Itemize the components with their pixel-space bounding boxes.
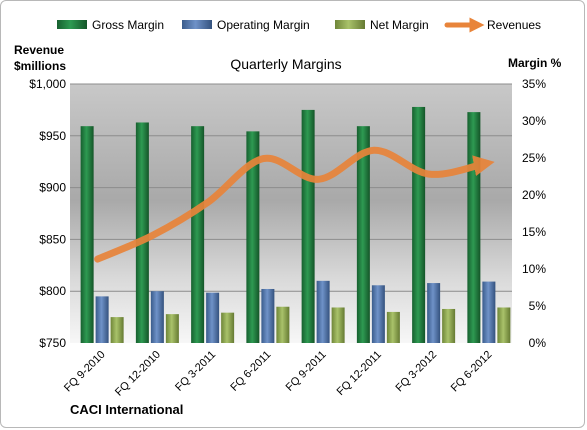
legend-swatch-operating-margin bbox=[182, 20, 212, 29]
revenue-line-layer bbox=[94, 146, 495, 263]
bar-operating-margin-fq-12-2010 bbox=[150, 291, 164, 343]
bar-gross-margin-fq-9-2010 bbox=[80, 126, 94, 344]
bar-net-margin-fq-12-2010 bbox=[165, 314, 179, 343]
left-axis-title-line1: Revenue bbox=[14, 43, 64, 57]
bar-operating-margin-fq-9-2011 bbox=[316, 280, 330, 343]
right-tick-label: 15% bbox=[522, 225, 546, 239]
bar-net-margin-fq-3-2012 bbox=[442, 308, 456, 343]
category-label: FQ 6-2012 bbox=[449, 349, 495, 395]
category-label: FQ 12-2011 bbox=[335, 349, 384, 398]
category-label: FQ 3-2012 bbox=[394, 349, 440, 395]
revenue-line bbox=[94, 146, 495, 263]
legend-label-net-margin: Net Margin bbox=[370, 18, 429, 32]
left-tick-label: $1,000 bbox=[29, 77, 66, 91]
left-axis-title-line2: $millions bbox=[14, 59, 66, 73]
left-tick-label: $850 bbox=[39, 232, 66, 246]
right-axis-title: Margin % bbox=[508, 56, 562, 70]
left-tick-label: $750 bbox=[39, 336, 66, 350]
bar-gross-margin-fq-12-2010 bbox=[135, 122, 149, 343]
bar-net-margin-fq-3-2011 bbox=[221, 312, 235, 343]
bar-operating-margin-fq-6-2012 bbox=[482, 281, 496, 343]
legend-swatch-gross-margin bbox=[57, 20, 87, 29]
category-label: FQ 12-2010 bbox=[113, 349, 163, 399]
right-tick-label: 25% bbox=[522, 151, 546, 165]
bar-net-margin-fq-12-2011 bbox=[386, 311, 400, 343]
right-tick-label: 30% bbox=[522, 114, 546, 128]
legend-label-operating-margin: Operating Margin bbox=[217, 18, 310, 32]
category-label: FQ 9-2010 bbox=[62, 349, 108, 395]
legend-swatch-net-margin bbox=[335, 20, 365, 29]
bar-gross-margin-fq-12-2011 bbox=[356, 126, 370, 344]
legend-label-gross-margin: Gross Margin bbox=[92, 18, 164, 32]
legend: Gross Margin Operating Margin Net Margin… bbox=[57, 17, 541, 33]
legend-item-operating-margin: Operating Margin bbox=[182, 18, 310, 32]
category-label: FQ 3-2011 bbox=[173, 349, 218, 394]
bar-gross-margin-fq-6-2011 bbox=[246, 131, 260, 343]
left-axis: $750 $800 $850 $900 $950 $1,000 bbox=[29, 77, 66, 350]
right-tick-label: 20% bbox=[522, 188, 546, 202]
bar-gross-margin-fq-6-2012 bbox=[467, 112, 481, 344]
chart-title: Quarterly Margins bbox=[230, 56, 341, 72]
bar-net-margin-fq-9-2010 bbox=[110, 317, 124, 343]
category-label: FQ 9-2011 bbox=[284, 349, 329, 394]
legend-item-net-margin: Net Margin bbox=[335, 18, 429, 32]
left-tick-label: $800 bbox=[39, 284, 66, 298]
bars bbox=[80, 106, 511, 344]
bar-gross-margin-fq-3-2011 bbox=[191, 126, 205, 344]
category-axis: FQ 9-2010 FQ 12-2010 FQ 3-2011 FQ 6-2011 FQ … bbox=[62, 349, 494, 399]
company-name: CACI International bbox=[70, 402, 183, 417]
bar-operating-margin-fq-3-2011 bbox=[206, 292, 220, 343]
bar-net-margin-fq-9-2011 bbox=[331, 307, 345, 343]
bar-operating-margin-fq-3-2012 bbox=[427, 283, 441, 343]
right-tick-label: 5% bbox=[529, 299, 547, 313]
bar-operating-margin-fq-9-2010 bbox=[95, 296, 109, 343]
bar-gross-margin-fq-9-2011 bbox=[301, 109, 315, 344]
bar-operating-margin-fq-12-2011 bbox=[371, 285, 385, 343]
right-tick-label: 35% bbox=[522, 77, 546, 91]
legend-label-revenues: Revenues bbox=[487, 18, 541, 32]
legend-item-gross-margin: Gross Margin bbox=[57, 18, 164, 32]
bar-operating-margin-fq-6-2011 bbox=[261, 288, 275, 343]
legend-item-revenues: Revenues bbox=[444, 17, 541, 33]
left-tick-label: $950 bbox=[39, 129, 66, 143]
right-tick-label: 0% bbox=[529, 336, 547, 350]
right-tick-label: 10% bbox=[522, 262, 546, 276]
bar-net-margin-fq-6-2012 bbox=[497, 307, 511, 343]
right-axis: 0% 5% 10% 15% 20% 25% 30% 35% bbox=[522, 77, 546, 350]
bar-gross-margin-fq-3-2012 bbox=[412, 106, 426, 343]
left-tick-label: $900 bbox=[39, 181, 66, 195]
bar-net-margin-fq-6-2011 bbox=[276, 306, 290, 343]
category-label: FQ 6-2011 bbox=[228, 349, 273, 394]
